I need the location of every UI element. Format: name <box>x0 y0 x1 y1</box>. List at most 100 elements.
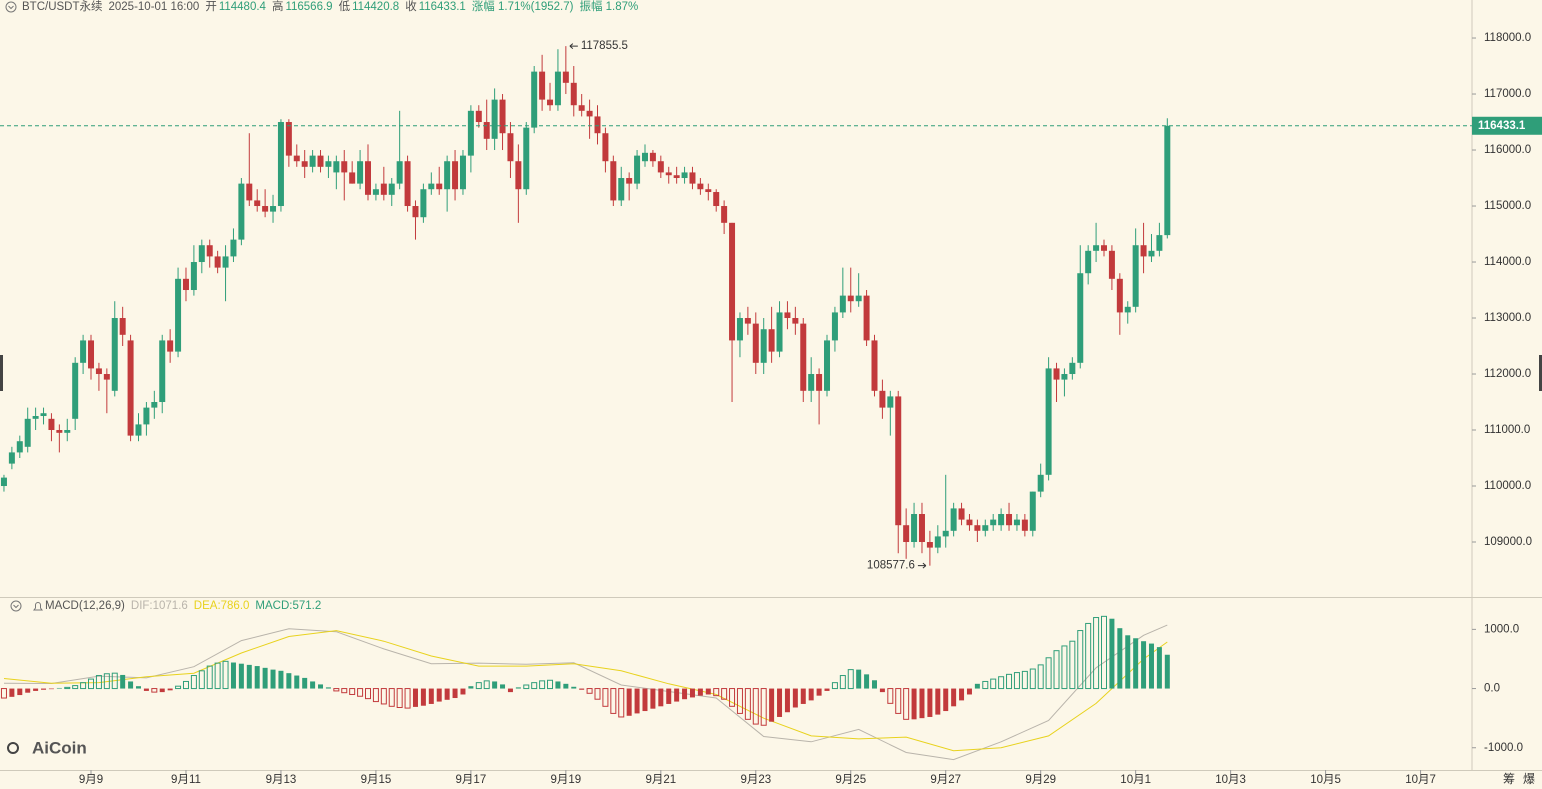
candle-body <box>990 519 997 526</box>
candle-body <box>1045 368 1052 475</box>
candle-body <box>792 318 799 324</box>
macd-bar <box>943 688 949 712</box>
candle-body <box>246 183 253 201</box>
candle-body <box>206 245 213 257</box>
candle-body <box>531 71 538 128</box>
macd-bar <box>531 682 538 690</box>
macd-bar <box>468 686 474 689</box>
toolbar-button[interactable]: 筹 <box>1503 772 1515 786</box>
macd-bar <box>396 688 403 708</box>
candle-body <box>618 178 625 201</box>
y-tick-label: 112000.0 <box>1484 368 1531 380</box>
candle-body <box>198 245 205 263</box>
macd-bar <box>492 681 498 689</box>
candle-body <box>626 178 633 184</box>
candle-body <box>863 295 870 341</box>
change: 涨幅 1.71%(1952.7) <box>472 0 574 13</box>
macd-bar <box>341 688 348 694</box>
candle-body <box>357 161 364 184</box>
arrow <box>569 43 578 49</box>
candle-body <box>950 508 957 531</box>
candle-body <box>752 323 759 363</box>
candle-body <box>713 192 720 207</box>
candle-body <box>48 418 55 431</box>
macd-bar <box>744 688 751 720</box>
candle-body <box>341 161 348 173</box>
macd-bar <box>460 688 466 695</box>
macd-bar <box>420 688 426 706</box>
macd-bar <box>167 688 173 691</box>
macd-bar <box>650 688 656 709</box>
macd-bar <box>729 688 736 707</box>
candle-body <box>175 278 182 352</box>
macd-bar <box>349 688 356 695</box>
toolbar-button[interactable]: 爆 <box>1523 772 1535 786</box>
candle-body <box>1013 519 1020 526</box>
macd-bar <box>9 688 15 697</box>
macd-bar <box>618 688 625 718</box>
macd-bar <box>25 688 31 693</box>
macd-bar <box>404 688 411 709</box>
macd-bar <box>998 676 1005 690</box>
candle-body <box>982 525 989 531</box>
macd-bar <box>246 664 252 689</box>
macd-bar <box>1133 638 1139 689</box>
macd-bar <box>752 688 759 725</box>
macd-bar <box>238 663 244 689</box>
candle-body <box>824 340 831 391</box>
candle-body <box>182 278 189 291</box>
macd-bar <box>1037 664 1044 690</box>
candle-body <box>404 161 411 207</box>
candle-body <box>578 105 585 111</box>
alert-bell[interactable] <box>33 602 43 611</box>
candle-body <box>111 318 118 391</box>
macd-bar <box>705 688 711 695</box>
macd-bar <box>128 681 134 689</box>
indicator-title: MACD(12,26,9) <box>45 600 125 612</box>
macd-bar <box>871 680 877 689</box>
close-value: 116433.1 <box>419 1 466 13</box>
right-handle[interactable] <box>1539 355 1542 391</box>
macd-bar <box>879 688 885 693</box>
collapse-icon[interactable] <box>5 1 17 13</box>
candle-body <box>143 407 150 425</box>
candle-body <box>64 430 71 433</box>
candle-body <box>918 514 925 543</box>
macd-bar <box>72 685 79 690</box>
macd-bar <box>1045 657 1052 690</box>
collapse-icon[interactable] <box>10 600 22 612</box>
macd-bar <box>1101 615 1107 690</box>
macd-bar <box>808 688 814 701</box>
candle-body <box>1006 514 1013 526</box>
x-tick-label: 9月29 <box>1025 774 1056 786</box>
candle-body <box>159 340 166 403</box>
macd-bar <box>982 680 989 690</box>
x-tick-label: 9月13 <box>266 774 297 786</box>
candle-body <box>1164 125 1171 236</box>
macd-bar <box>1013 672 1020 690</box>
macd-bar <box>903 688 910 720</box>
candle-body <box>847 295 854 302</box>
candle-body <box>262 206 269 212</box>
candle-body <box>1021 519 1028 531</box>
candle-body <box>230 239 237 257</box>
candle-body <box>80 340 87 363</box>
macd-bar <box>864 674 870 689</box>
candle-body <box>325 161 332 167</box>
macd-bar <box>444 688 450 700</box>
candle-body <box>1108 250 1115 279</box>
candle-body <box>238 183 245 240</box>
candle-body <box>562 71 569 83</box>
candle-body <box>372 189 379 195</box>
macd-bar <box>1085 622 1092 690</box>
macd-bar <box>831 682 838 690</box>
macd-bar <box>824 688 830 691</box>
macd-bar <box>56 687 62 689</box>
amplitude: 振幅 1.87% <box>579 0 638 13</box>
candle-body <box>380 183 387 195</box>
left-handle[interactable] <box>0 355 3 391</box>
macd-bar <box>682 688 688 700</box>
candle-body <box>736 318 743 341</box>
candle-body <box>570 82 577 106</box>
macd-bar <box>555 681 561 689</box>
